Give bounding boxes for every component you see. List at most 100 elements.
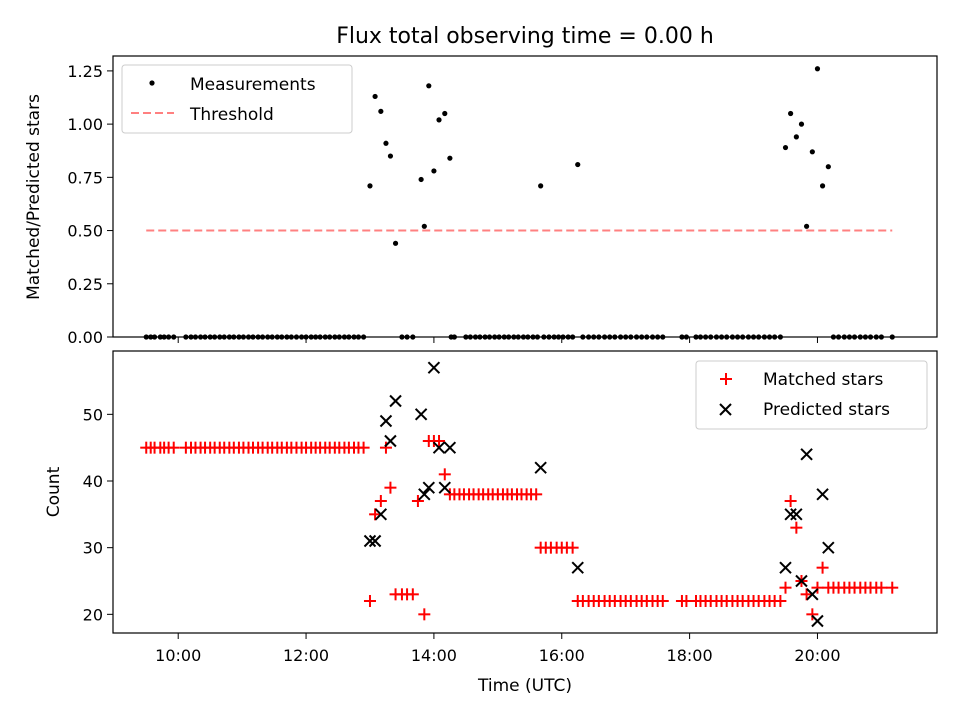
legend-matched-marker <box>720 373 732 385</box>
measurement-point <box>591 334 597 340</box>
bottom-y-tick-label: 40 <box>83 472 103 491</box>
matched-star-point <box>886 581 899 594</box>
matched-star-point <box>774 595 787 607</box>
matched-star-point <box>411 495 424 507</box>
measurement-point <box>463 334 469 340</box>
measurement-point <box>467 334 473 340</box>
measurement-point <box>197 334 204 340</box>
measurement-point <box>501 334 507 340</box>
measurement-point <box>708 334 714 340</box>
matched-star-point <box>406 588 419 601</box>
top-y-tick-label: 0.00 <box>67 328 103 347</box>
measurement-point <box>841 334 847 340</box>
measurement-point <box>436 117 442 123</box>
predicted-star-point <box>811 614 824 628</box>
measurement-point <box>551 334 557 340</box>
matched-star-point <box>566 541 579 554</box>
measurement-point <box>303 334 309 340</box>
measurement-point <box>327 334 333 340</box>
matched-star-point <box>875 581 888 594</box>
matched-star-point <box>806 608 819 621</box>
measurement-point <box>265 334 271 340</box>
predicted-star-point <box>368 534 382 548</box>
bottom-y-tick-label: 50 <box>83 405 103 424</box>
measurement-point <box>496 334 502 340</box>
measurement-point <box>702 334 709 340</box>
measurement-point <box>259 334 266 340</box>
measurement-point <box>713 334 720 340</box>
measurement-point <box>788 110 794 117</box>
measurement-point <box>477 334 483 340</box>
top-plot-series <box>143 66 895 340</box>
predicted-star-point <box>379 414 393 428</box>
measurement-point <box>308 334 314 340</box>
predicted-star-point <box>790 508 803 521</box>
measurement-point <box>367 183 373 189</box>
matched-star-point <box>369 508 382 521</box>
measurement-point <box>284 334 290 340</box>
measurement-point <box>183 334 189 340</box>
measurement-point <box>644 334 650 340</box>
predicted-star-point <box>784 508 797 521</box>
matched-star-point <box>418 608 431 621</box>
measurement-point <box>351 334 357 340</box>
measurement-point <box>336 334 342 340</box>
bottom-legend-box <box>695 360 928 430</box>
bottom-plot-series <box>140 361 899 628</box>
measurement-point <box>250 334 256 340</box>
predicted-star-point <box>822 541 835 554</box>
measurement-point <box>750 334 757 340</box>
measurement-point <box>851 334 858 340</box>
measurement-point <box>649 334 656 340</box>
measurement-point <box>835 334 842 340</box>
measurement-point <box>617 334 624 340</box>
measurement-point <box>724 334 730 340</box>
matched-star-point <box>438 468 451 481</box>
matched-star-point <box>784 495 797 507</box>
predicted-star-point <box>816 488 829 501</box>
measurement-point <box>360 334 367 340</box>
legend-matched-label: Matched stars <box>763 370 883 390</box>
measurement-point <box>623 334 629 340</box>
x-tick-label: 12:00 <box>283 646 329 665</box>
predicted-star-point <box>571 561 584 574</box>
x-axis-label: Time (UTC) <box>477 676 572 696</box>
top-y-tick-label: 0.25 <box>67 275 103 294</box>
measurement-point <box>520 334 527 340</box>
measurement-point <box>655 334 661 340</box>
measurement-point <box>378 108 384 114</box>
measurement-point <box>718 334 725 340</box>
measurement-point <box>288 334 294 340</box>
measurement-point <box>313 334 319 340</box>
predicted-star-point <box>422 481 435 494</box>
measurement-point <box>226 334 232 340</box>
top-y-tick-label: 0.50 <box>67 222 103 241</box>
measurement-point <box>451 334 457 340</box>
measurement-point <box>506 334 512 340</box>
predicted-star-point <box>438 481 451 494</box>
measurement-point <box>511 334 517 340</box>
x-tick-label: 16:00 <box>539 646 585 665</box>
measurement-point <box>171 334 177 340</box>
predicted-star-point <box>779 561 792 574</box>
x-tick-label: 10:00 <box>155 646 201 665</box>
measurement-point <box>612 334 618 340</box>
measurement-point <box>878 334 884 340</box>
top-y-tick-label: 1.00 <box>67 115 103 134</box>
measurement-point <box>298 334 305 340</box>
measurement-point <box>410 334 416 340</box>
measurement-point <box>803 223 810 229</box>
measurement-point <box>231 334 237 340</box>
measurement-point <box>745 334 752 340</box>
predicted-star-point <box>384 434 397 448</box>
measurement-point <box>255 334 261 340</box>
top-legend-box <box>121 64 353 134</box>
measurement-point <box>825 164 831 170</box>
matched-star-point <box>816 561 829 574</box>
measurement-point <box>555 334 562 340</box>
measurement-point <box>245 334 252 340</box>
measurement-point <box>766 334 773 340</box>
measurement-point <box>575 161 581 168</box>
measurement-point <box>472 334 479 340</box>
measurement-point <box>862 334 869 340</box>
